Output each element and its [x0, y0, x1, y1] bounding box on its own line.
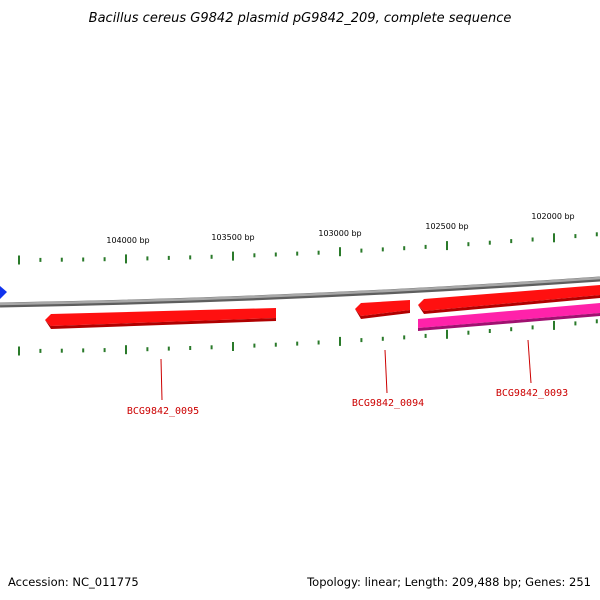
plasmid-backbone: [0, 276, 600, 306]
scale-label-103000: 103000 bp: [318, 229, 361, 238]
gene-label-connector: [527, 339, 532, 384]
gene-bcg9842-0094[interactable]: [355, 300, 410, 319]
gene-bcg9842-0093[interactable]: [418, 303, 600, 331]
map-title: Bacillus cereus G9842 plasmid pG9842_209…: [89, 11, 512, 26]
scale-label-102000: 102000 bp: [531, 212, 574, 221]
gene-bcg9842-0093a[interactable]: [418, 285, 600, 314]
blue-marker-icon: [0, 286, 7, 299]
scale-label-102500: 102500 bp: [425, 222, 468, 231]
gene-label-bcg9842-0094[interactable]: BCG9842_0094: [352, 398, 424, 409]
gene-label-connector: [160, 358, 163, 401]
tick-row-inner: [18, 319, 598, 356]
scale-label-104000: 104000 bp: [106, 236, 149, 245]
scale-label-103500: 103500 bp: [211, 233, 254, 242]
gene-label-bcg9842-0095[interactable]: BCG9842_0095: [127, 406, 199, 417]
gene-bcg9842-0095[interactable]: [45, 308, 276, 329]
gene-label-connector: [384, 349, 388, 394]
tick-row-outer: [18, 232, 598, 265]
accession-label: Accession: NC_011775: [8, 575, 139, 589]
gene-label-bcg9842-0093[interactable]: BCG9842_0093: [496, 388, 568, 399]
sequence-info-label: Topology: linear; Length: 209,488 bp; Ge…: [307, 575, 591, 589]
